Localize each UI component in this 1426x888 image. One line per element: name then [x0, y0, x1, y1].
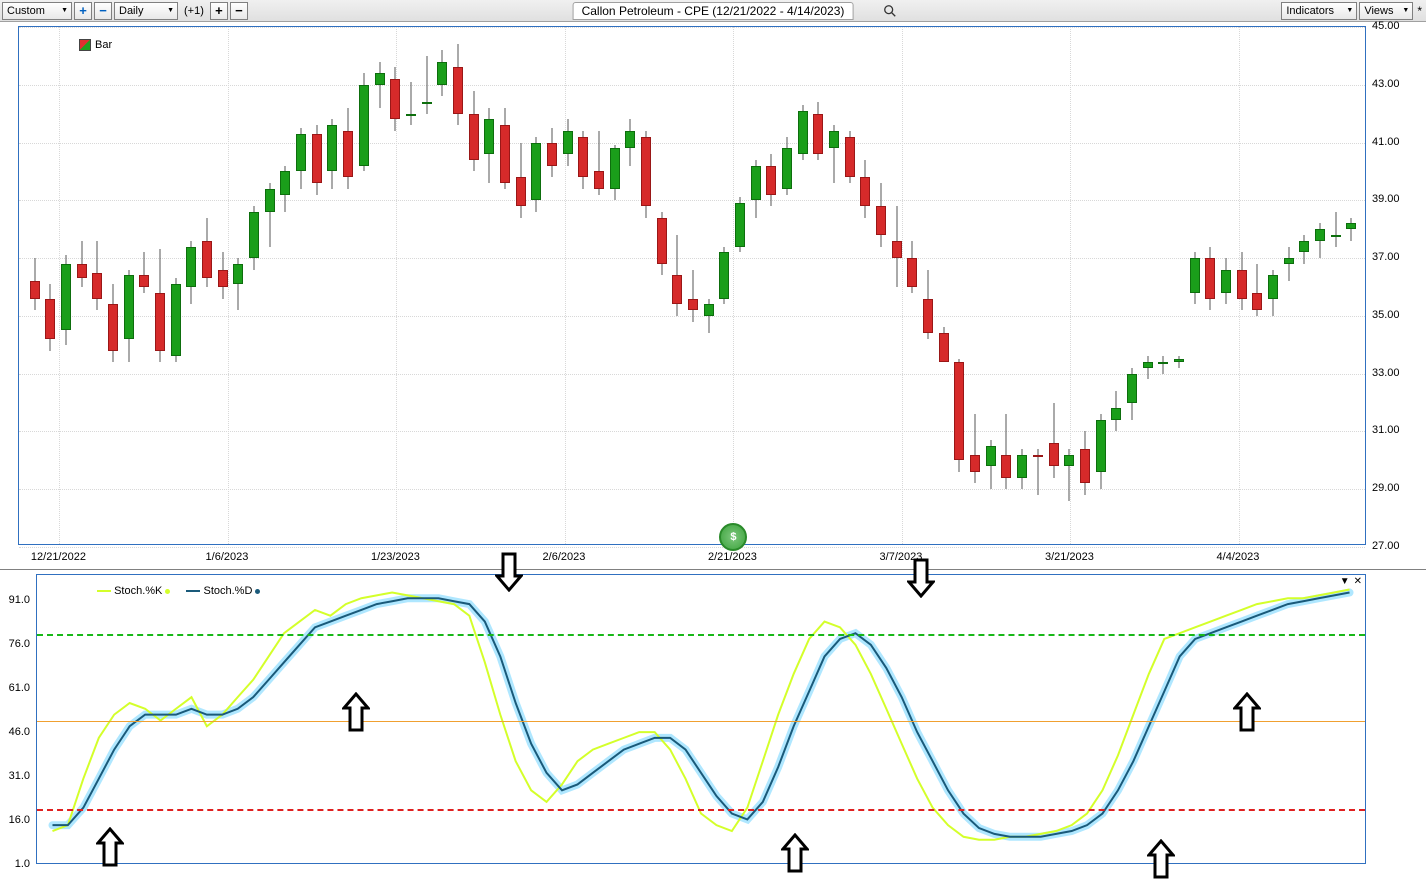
- x-tick-label: 2/6/2023: [543, 551, 586, 563]
- y-tick-label: 41.00: [1372, 136, 1400, 148]
- chart-title-tab: Callon Petroleum - CPE (12/21/2022 - 4/1…: [573, 2, 854, 20]
- reference-line: [37, 721, 1365, 722]
- y-tick-label: 45.00: [1372, 20, 1400, 32]
- x-tick-label: 1/23/2023: [371, 551, 420, 563]
- y-tick-label: 33.00: [1372, 367, 1400, 379]
- indicators-label: Indicators: [1286, 5, 1334, 17]
- zoom-in-button[interactable]: +: [74, 2, 92, 20]
- arrow-up-icon: [342, 692, 370, 732]
- y-tick-label: 37.00: [1372, 251, 1400, 263]
- stoch-y-tick-label: 16.0: [9, 814, 30, 826]
- price-y-axis: 27.0029.0031.0033.0035.0037.0039.0041.00…: [1368, 26, 1426, 545]
- y-tick-label: 35.00: [1372, 309, 1400, 321]
- stochastic-svg: [37, 575, 1365, 863]
- arrow-down-icon: [907, 558, 935, 598]
- price-chart-panel: Bar $ 27.00 29.00 31.00 33.00 35.00 37.00 39.0…: [0, 22, 1426, 570]
- search-icon[interactable]: [883, 4, 897, 18]
- views-label: Views: [1364, 5, 1393, 17]
- y-tick-label: 27.00: [1372, 540, 1400, 552]
- stoch-y-tick-label: 31.0: [9, 770, 30, 782]
- modified-indicator: *: [1415, 4, 1424, 18]
- interval-dropdown[interactable]: Daily: [114, 2, 178, 20]
- chart-title: Callon Petroleum - CPE (12/21/2022 - 4/1…: [582, 4, 845, 18]
- bar-legend-label: Bar: [95, 39, 112, 51]
- interval-dropdown-label: Daily: [119, 5, 143, 17]
- x-tick-label: 4/4/2023: [1217, 551, 1260, 563]
- indicators-dropdown[interactable]: Indicators: [1281, 2, 1357, 20]
- remove-button[interactable]: −: [230, 2, 248, 20]
- stochastic-chart-area[interactable]: Stoch.%K Stoch.%D: [36, 574, 1366, 864]
- y-tick-label: 31.00: [1372, 424, 1400, 436]
- y-tick-label: 39.00: [1372, 193, 1400, 205]
- reference-line: [37, 634, 1365, 636]
- stoch-y-axis: 1.016.031.046.061.076.091.0: [0, 574, 34, 864]
- price-legend: Bar: [79, 39, 112, 51]
- stoch-y-tick-label: 76.0: [9, 638, 30, 650]
- stoch-y-tick-label: 46.0: [9, 726, 30, 738]
- price-chart-area[interactable]: Bar $: [18, 26, 1366, 545]
- arrow-up-icon: [781, 833, 809, 873]
- x-tick-label: 2/21/2023: [708, 551, 757, 563]
- arrow-up-icon: [1147, 839, 1175, 879]
- price-x-axis: 12/21/2022 1/6/2023 1/23/2023 2/6/2023 2/21/…: [18, 547, 1366, 569]
- toolbar: Custom + − Daily (+1) + − Callon Petrole…: [0, 0, 1426, 22]
- arrow-up-icon: [1233, 692, 1261, 732]
- stochastic-panel: ▼ ✕ Stoch.%K Stoch.%D 1.016.031.046.061.…: [0, 570, 1426, 868]
- custom-dropdown[interactable]: Custom: [2, 2, 72, 20]
- custom-dropdown-label: Custom: [7, 5, 45, 17]
- x-tick-label: 1/6/2023: [206, 551, 249, 563]
- arrow-down-icon: [495, 552, 523, 592]
- stoch-y-tick-label: 1.0: [15, 858, 30, 870]
- bar-legend-icon: [79, 39, 91, 51]
- x-tick-label: 12/21/2022: [31, 551, 86, 563]
- reference-line: [37, 809, 1365, 811]
- views-dropdown[interactable]: Views: [1359, 2, 1413, 20]
- add-button[interactable]: +: [210, 2, 228, 20]
- zoom-out-button[interactable]: −: [94, 2, 112, 20]
- arrow-up-icon: [96, 827, 124, 867]
- stoch-y-tick-label: 61.0: [9, 682, 30, 694]
- counter-label: (+1): [180, 5, 208, 17]
- y-tick-label: 43.00: [1372, 78, 1400, 90]
- stoch-y-tick-label: 91.0: [9, 594, 30, 606]
- y-tick-label: 29.00: [1372, 482, 1400, 494]
- x-tick-label: 3/21/2023: [1045, 551, 1094, 563]
